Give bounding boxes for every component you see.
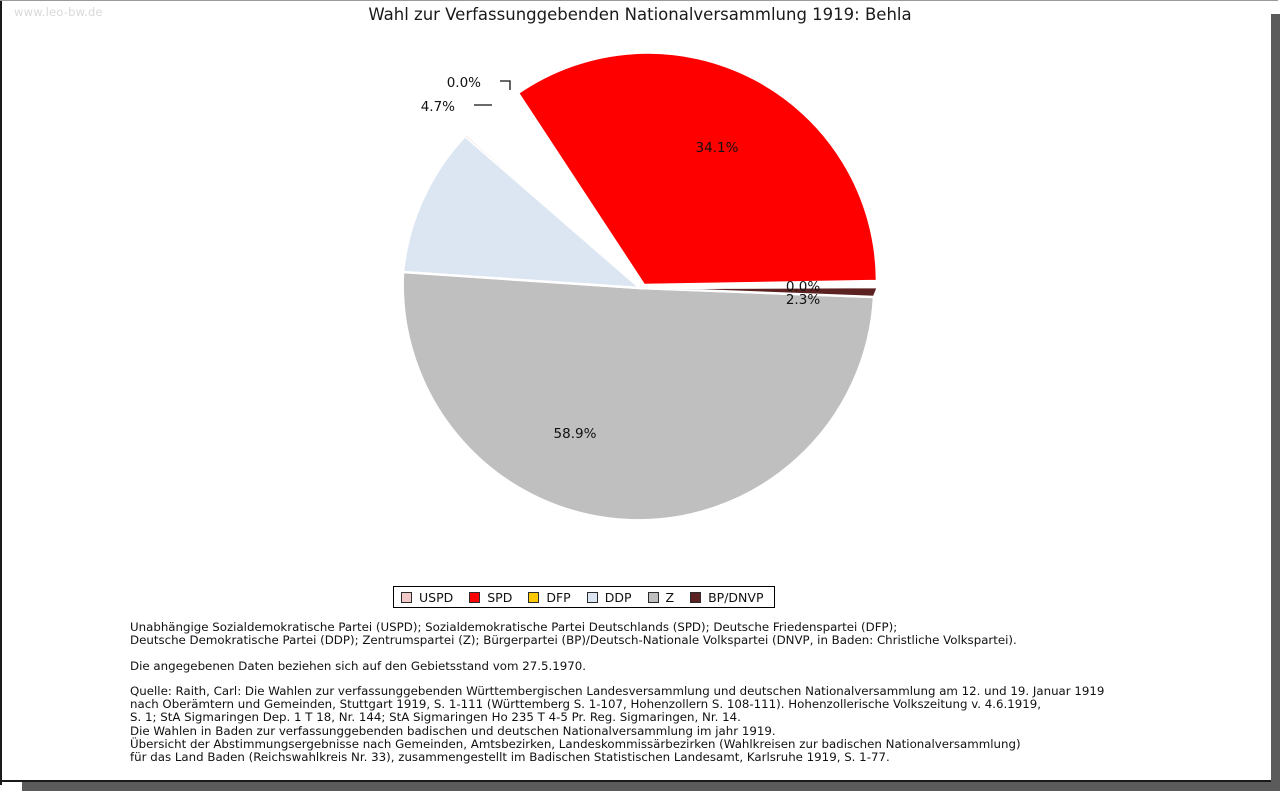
legend-item-dfp[interactable]: DFP bbox=[528, 589, 571, 605]
legend-label: BP/DNVP bbox=[708, 589, 764, 605]
footnote-territory: Die angegebenen Daten beziehen sich auf … bbox=[130, 658, 1190, 673]
legend-item-spd[interactable]: SPD bbox=[469, 590, 512, 605]
pie-label-z: 58.9% bbox=[554, 426, 597, 442]
footnote-line: Quelle: Raith, Carl: Die Wahlen zur verf… bbox=[130, 683, 1105, 698]
legend-swatch-icon bbox=[586, 591, 598, 603]
footnote-source: Quelle: Raith, Carl: Die Wahlen zur verf… bbox=[130, 683, 1190, 765]
legend-swatch-icon bbox=[690, 591, 702, 603]
footnotes: Unabhängige Sozialdemokratische Partei (… bbox=[130, 620, 1190, 765]
pie-chart: 0.0% 4.7% 34.1% 58.9% 0.0% 2.3% bbox=[401, 51, 880, 522]
legend-label: SPD bbox=[487, 589, 513, 605]
legend-swatch-icon bbox=[401, 591, 412, 603]
frame-shadow-right bbox=[1271, 14, 1280, 791]
footnote-line: Die angegebenen Daten beziehen sich auf … bbox=[130, 658, 586, 673]
legend-swatch-icon bbox=[647, 591, 659, 603]
pie-label-ddp: 4.7% bbox=[421, 99, 455, 115]
pie-slice-z[interactable] bbox=[401, 270, 876, 522]
footnote-line: nach Oberämtern und Gemeinden, Stuttgart… bbox=[130, 697, 1042, 712]
legend-label: Z bbox=[665, 589, 675, 605]
chart-legend: USPD SPD DFP DDP Z BP/DNVP bbox=[393, 586, 776, 608]
legend-label: USPD bbox=[419, 589, 454, 605]
frame-border-left bbox=[0, 0, 2, 785]
footnote-line: Deutsche Demokratische Partei (DDP); Zen… bbox=[130, 633, 1017, 648]
legend-item-bp-dnvp[interactable]: BP/DNVP bbox=[690, 590, 763, 605]
footnote-line: Die Wahlen in Baden zur verfassunggebend… bbox=[130, 723, 776, 738]
frame-border-top bbox=[0, 0, 1278, 1]
pie-label-bp-dnvp: 2.3% bbox=[786, 292, 820, 308]
footnote-line: für das Land Baden (Reichswahlkreis Nr. … bbox=[130, 750, 890, 765]
footnote-line: Übersicht der Abstimmungsergebnisse nach… bbox=[130, 737, 1021, 752]
legend-swatch-icon bbox=[469, 591, 481, 603]
leader-line-uspd bbox=[500, 80, 511, 90]
pie-slice-ddp[interactable] bbox=[401, 134, 644, 290]
pie-label-dfp: 0.0% bbox=[786, 279, 820, 295]
legend-label: DFP bbox=[546, 589, 571, 605]
legend-swatch-icon bbox=[528, 591, 540, 603]
frame-border-inner-bottom bbox=[2, 780, 1271, 782]
legend-item-z[interactable]: Z bbox=[647, 589, 675, 605]
pie-label-spd: 34.1% bbox=[696, 140, 739, 156]
watermark: www.leo-bw.de bbox=[14, 5, 103, 19]
legend-item-ddp[interactable]: DDP bbox=[586, 589, 632, 605]
footnote-parties: Unabhängige Sozialdemokratische Partei (… bbox=[130, 620, 1190, 648]
page-title: Wahl zur Verfassunggebenden Nationalvers… bbox=[368, 5, 912, 24]
footnote-line: S. 1; StA Sigmaringen Dep. 1 T 18, Nr. 1… bbox=[130, 710, 741, 725]
frame-shadow-bottom bbox=[22, 782, 1280, 791]
legend-item-uspd[interactable]: USPD bbox=[401, 590, 453, 605]
pie-label-uspd: 0.0% bbox=[447, 75, 481, 91]
pie-slice-spd[interactable] bbox=[516, 51, 879, 287]
legend-label: DDP bbox=[604, 589, 632, 605]
pie-chart-svg: 0.0% 4.7% 34.1% 58.9% 0.0% 2.3% bbox=[401, 51, 880, 522]
pie-slice-bp-dnvp[interactable] bbox=[639, 285, 880, 299]
pie-slice-uspd[interactable] bbox=[464, 134, 641, 289]
footnote-line: Unabhängige Sozialdemokratische Partei (… bbox=[130, 620, 898, 634]
